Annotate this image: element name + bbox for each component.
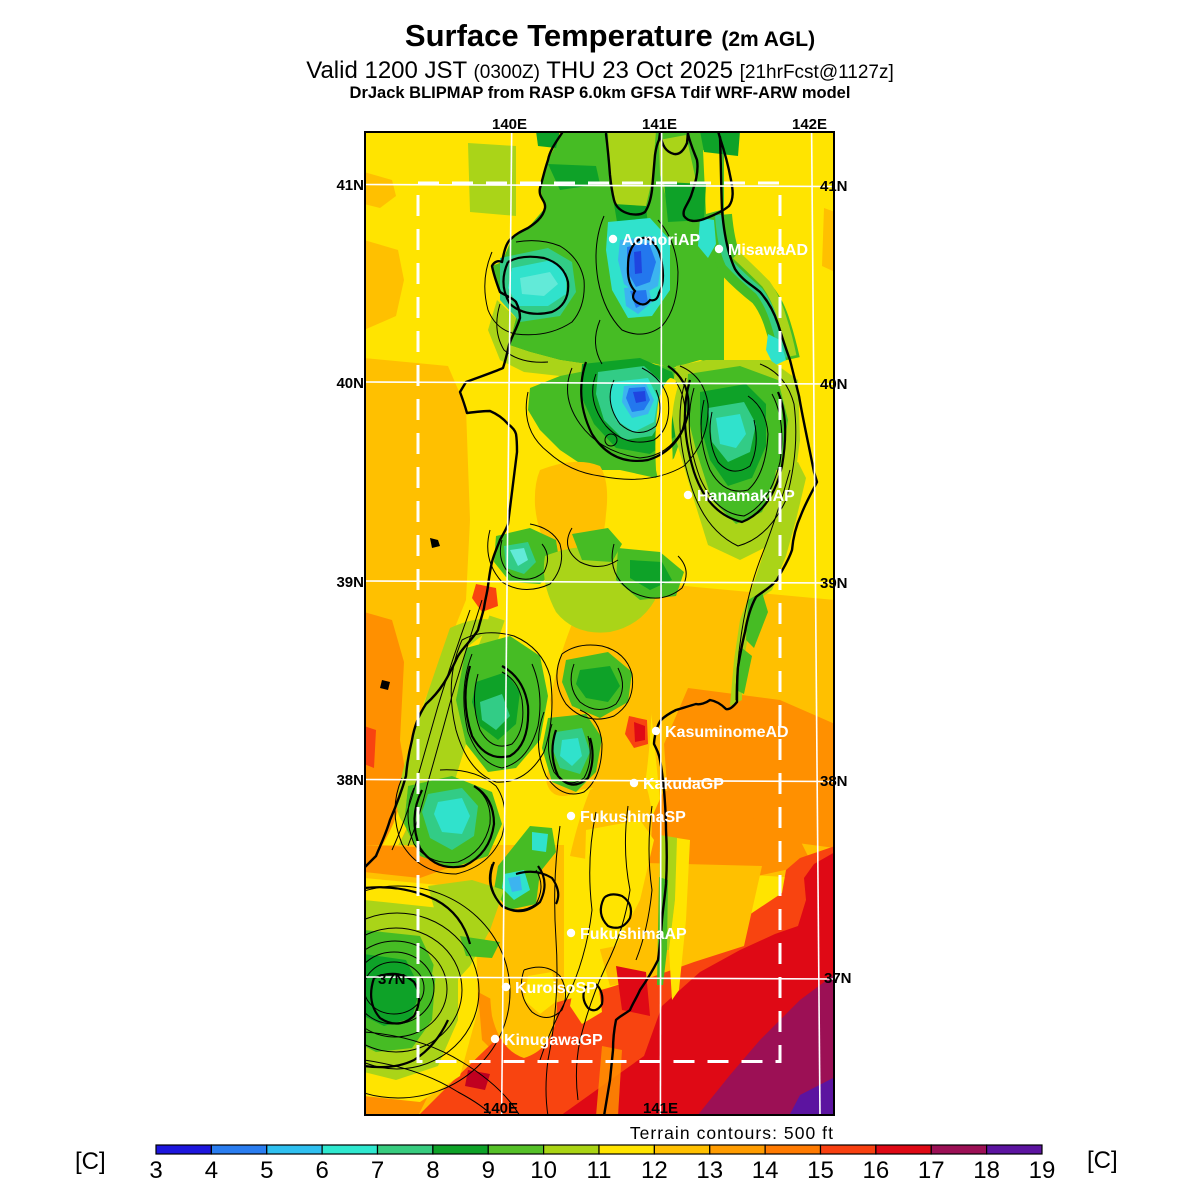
svg-text:5: 5 — [260, 1157, 273, 1184]
svg-text:FukushimaSP: FukushimaSP — [580, 809, 686, 826]
svg-text:6: 6 — [315, 1157, 328, 1184]
svg-text:14: 14 — [752, 1157, 779, 1184]
svg-text:MisawaAD: MisawaAD — [728, 242, 808, 259]
svg-text:KasuminomeAD: KasuminomeAD — [665, 724, 789, 741]
svg-text:141E: 141E — [643, 1100, 678, 1116]
svg-text:KinugawaGP: KinugawaGP — [504, 1032, 603, 1049]
svg-text:11: 11 — [587, 1157, 612, 1184]
svg-text:12: 12 — [641, 1157, 668, 1184]
svg-text:AomoriAP: AomoriAP — [622, 232, 701, 249]
svg-text:HanamakiAP: HanamakiAP — [697, 488, 795, 505]
svg-text:4: 4 — [205, 1157, 218, 1184]
svg-text:9: 9 — [482, 1157, 495, 1184]
svg-text:7: 7 — [371, 1157, 384, 1184]
svg-text:19: 19 — [1029, 1157, 1056, 1184]
svg-text:FukushimaAP: FukushimaAP — [580, 926, 687, 943]
svg-text:8: 8 — [426, 1157, 439, 1184]
svg-text:16: 16 — [863, 1157, 890, 1184]
svg-text:18: 18 — [973, 1157, 1000, 1184]
svg-text:3: 3 — [149, 1157, 162, 1184]
svg-text:KuroisoSP: KuroisoSP — [515, 980, 597, 997]
svg-text:17: 17 — [918, 1157, 945, 1184]
svg-text:13: 13 — [696, 1157, 723, 1184]
svg-text:10: 10 — [530, 1157, 557, 1184]
svg-text:37N: 37N — [378, 971, 406, 988]
svg-text:140E: 140E — [483, 1100, 518, 1116]
svg-text:KakudaGP: KakudaGP — [643, 776, 724, 793]
svg-text:15: 15 — [807, 1157, 834, 1184]
